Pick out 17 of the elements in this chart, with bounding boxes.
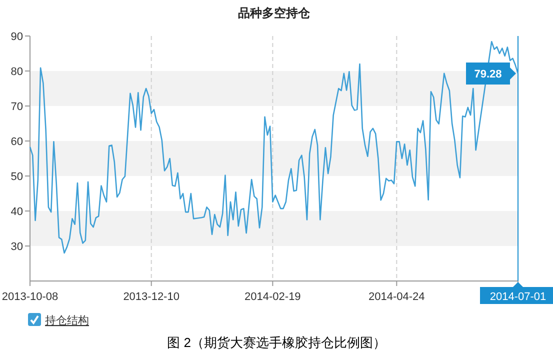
legend-label: 持仓结构: [45, 314, 89, 327]
y-tick-label: 30: [10, 241, 23, 253]
caption: 图 2（期货大赛选手橡胶持仓比例图）: [167, 335, 386, 350]
x-tick-label: 2014-04-24: [368, 291, 425, 303]
y-tick-label: 60: [10, 136, 23, 148]
y-tick-label: 40: [10, 206, 23, 218]
annotation: 79.28: [474, 68, 502, 81]
chart-title: 品种多空持仓: [238, 6, 311, 20]
y-tick-label: 90: [10, 31, 23, 43]
x-tick-label: 2013-10-08: [2, 291, 58, 303]
x-tick-label: 2014-02-19: [244, 291, 301, 303]
line-series: [29, 40, 519, 254]
x-tick-label: 2013-12-10: [123, 291, 180, 303]
y-tick-label: 80: [10, 66, 23, 78]
x-tick-label: 2014-07-01: [490, 291, 546, 303]
y-tick-label: 50: [10, 171, 23, 183]
y-tick-label: 70: [10, 101, 23, 113]
